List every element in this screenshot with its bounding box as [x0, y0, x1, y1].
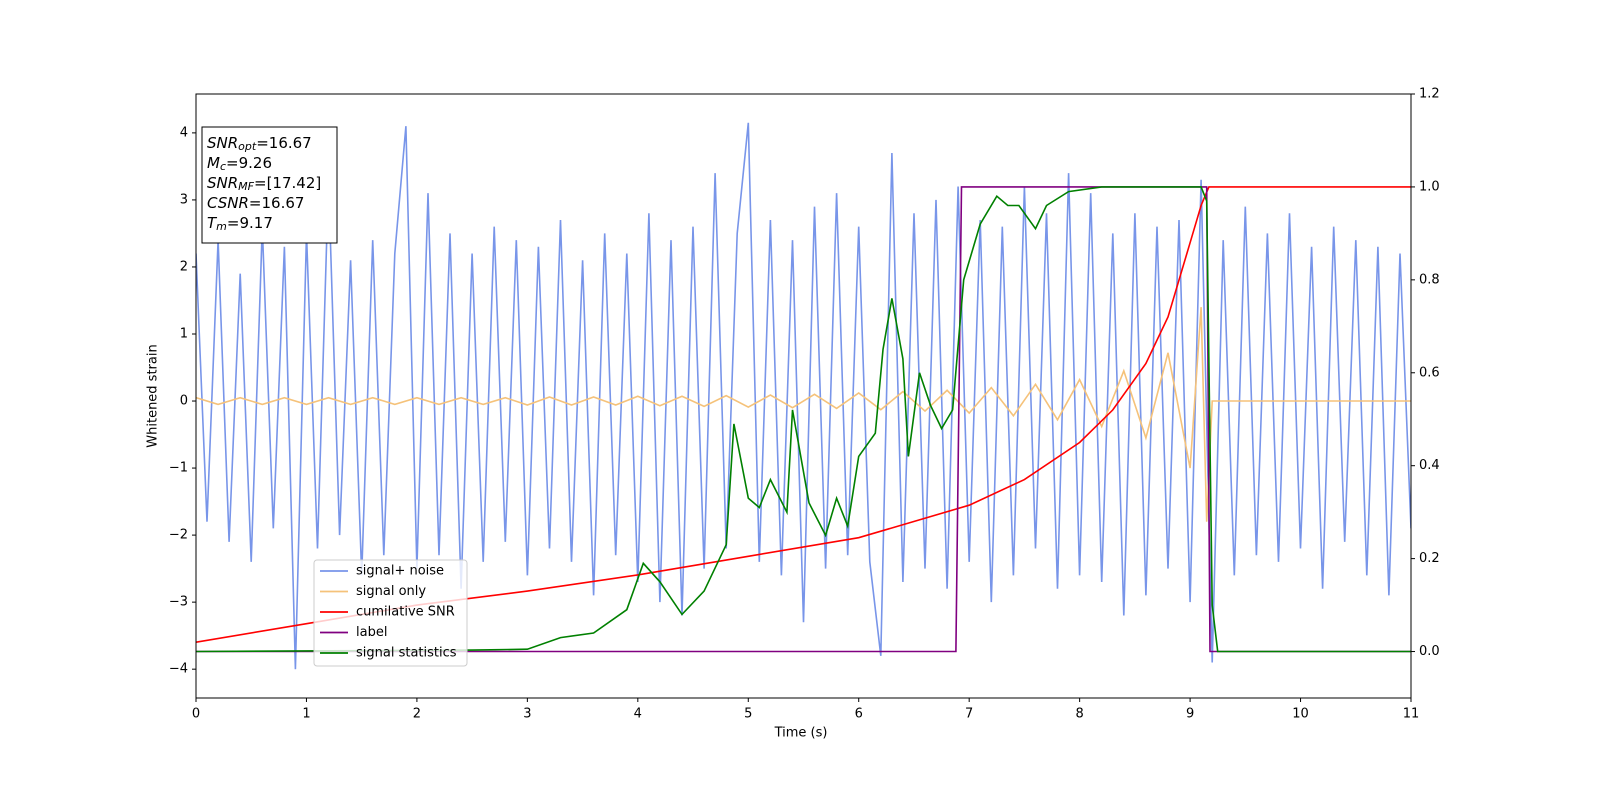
- annotation-text: =16.67: [256, 134, 312, 152]
- y2-tick-label: 0.4: [1419, 458, 1440, 473]
- y2-tick-label: 0.6: [1419, 365, 1440, 380]
- y-tick-label: 1: [180, 326, 188, 341]
- annotation-line: CSNR=16.67: [207, 194, 304, 212]
- x-tick-label: 9: [1186, 707, 1194, 722]
- annotation-line: SNRopt=16.67: [207, 134, 312, 154]
- annotation-text: =16.67: [249, 194, 305, 212]
- annotation-box: [201, 126, 338, 244]
- annotation-subscript: m: [216, 220, 227, 233]
- y-tick-label: −4: [169, 662, 188, 677]
- legend-label: signal+ noise: [356, 564, 444, 579]
- y-tick-label: 3: [180, 192, 188, 207]
- annotation-subscript: c: [220, 160, 226, 173]
- annotation-text: =9.26: [226, 154, 272, 172]
- x-tick-label: 8: [1075, 707, 1083, 722]
- annotation-symbol: CSNR: [207, 194, 249, 212]
- y2-tick-label: 0.8: [1419, 272, 1440, 287]
- x-tick-label: 4: [634, 707, 642, 722]
- y-axis-label: Whitened strain: [146, 344, 161, 447]
- legend-box: [313, 559, 468, 667]
- series-line: [196, 307, 1411, 522]
- annotation-symbol: SNR: [207, 174, 238, 192]
- series-line: [196, 186, 1411, 653]
- annotation-symbol: M: [207, 154, 220, 172]
- annotation-text: =9.17: [227, 214, 273, 232]
- y2-tick-label: 1.2: [1419, 87, 1440, 102]
- x-axis-label: Time (s): [774, 726, 828, 741]
- y-tick-label: 2: [180, 259, 188, 274]
- y-tick-label: −2: [169, 528, 188, 543]
- annotation-symbol: T: [207, 214, 218, 232]
- annotation-subscript: MF: [238, 180, 254, 193]
- y-tick-label: −1: [169, 461, 188, 476]
- annotation-line: Tm=9.17: [207, 214, 273, 234]
- x-tick-label: 5: [744, 707, 752, 722]
- annotation-line: Mc=9.26: [207, 154, 272, 174]
- annotation-symbol: SNR: [207, 134, 238, 152]
- x-tick-label: 10: [1292, 707, 1309, 722]
- x-tick-label: 1: [302, 707, 310, 722]
- legend-label: signal statistics: [356, 646, 457, 661]
- x-tick-label: 2: [413, 707, 421, 722]
- annotation-subscript: opt: [238, 140, 257, 153]
- legend-label: signal only: [356, 584, 426, 599]
- x-tick-label: 7: [965, 707, 973, 722]
- x-tick-label: 11: [1403, 707, 1420, 722]
- series-line: [196, 186, 1411, 643]
- x-tick-label: 6: [855, 707, 863, 722]
- annotation-text: =[17.42]: [254, 174, 321, 192]
- legend-label: cumilative SNR: [356, 605, 455, 620]
- annotation-line: SNRMF=[17.42]: [207, 174, 321, 194]
- y2-tick-label: 1.0: [1419, 179, 1440, 194]
- legend-label: label: [356, 625, 387, 640]
- y-tick-label: −3: [169, 595, 188, 610]
- x-tick-label: 0: [192, 707, 200, 722]
- x-tick-label: 3: [523, 707, 531, 722]
- y-tick-label: 4: [180, 125, 188, 140]
- y2-tick-label: 0.0: [1419, 644, 1440, 659]
- plot-frame: [195, 93, 1412, 699]
- y2-tick-label: 0.2: [1419, 551, 1440, 566]
- y-tick-label: 0: [180, 394, 188, 409]
